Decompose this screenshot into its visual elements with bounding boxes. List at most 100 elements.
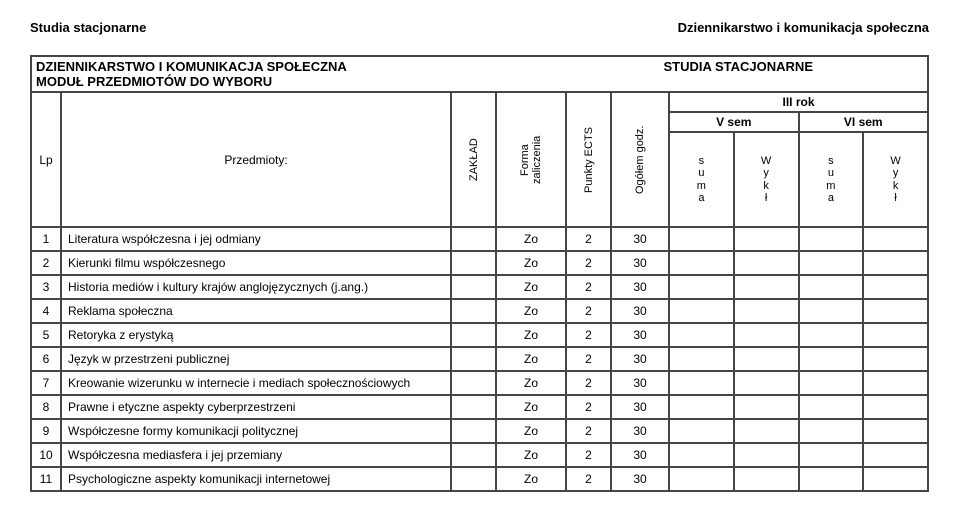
cell-forma: Zo: [496, 467, 566, 491]
cell-forma: Zo: [496, 299, 566, 323]
table-row: 11Psychologiczne aspekty komunikacji int…: [31, 467, 928, 491]
cell-lp: 6: [31, 347, 61, 371]
cell-ects: 2: [566, 251, 611, 275]
cell-forma: Zo: [496, 275, 566, 299]
cell-lp: 7: [31, 371, 61, 395]
cell-forma: Zo: [496, 323, 566, 347]
table-row: 5Retoryka z erystykąZo230: [31, 323, 928, 347]
col-vi-wykl: W y k ł: [863, 132, 928, 227]
cell-subject: Prawne i etyczne aspekty cyberprzestrzen…: [61, 395, 451, 419]
title-sub: MODUŁ PRZEDMIOTÓW DO WYBORU: [36, 74, 923, 89]
cell-lp: 3: [31, 275, 61, 299]
cell-vi-suma: [799, 251, 864, 275]
cell-godz: 30: [611, 395, 669, 419]
table-row: 7Kreowanie wizerunku w internecie i medi…: [31, 371, 928, 395]
cell-vi-suma: [799, 443, 864, 467]
table-row: 1Literatura współczesna i jej odmianyZo2…: [31, 227, 928, 251]
cell-vi-wykl: [863, 419, 928, 443]
cell-lp: 1: [31, 227, 61, 251]
cell-godz: 30: [611, 347, 669, 371]
cell-v-suma: [669, 299, 734, 323]
cell-v-suma: [669, 251, 734, 275]
cell-forma: Zo: [496, 419, 566, 443]
cell-ects: 2: [566, 371, 611, 395]
cell-zaklad: [451, 467, 496, 491]
title-block: DZIENNIKARSTWO I KOMUNIKACJA SPOŁECZNA S…: [30, 55, 929, 91]
col-subject: Przedmioty:: [61, 92, 451, 227]
top-right: Dziennikarstwo i komunikacja społeczna: [678, 20, 929, 35]
cell-godz: 30: [611, 419, 669, 443]
cell-v-wykl: [734, 347, 799, 371]
cell-v-suma: [669, 371, 734, 395]
col-godz: Ogółem godz.: [611, 92, 669, 227]
cell-vi-suma: [799, 227, 864, 251]
col-forma: Forma zaliczenia: [496, 92, 566, 227]
cell-zaklad: [451, 227, 496, 251]
cell-zaklad: [451, 371, 496, 395]
cell-v-wykl: [734, 227, 799, 251]
cell-vi-wykl: [863, 467, 928, 491]
cell-lp: 11: [31, 467, 61, 491]
cell-subject: Współczesna mediasfera i jej przemiany: [61, 443, 451, 467]
table-row: 8Prawne i etyczne aspekty cyberprzestrze…: [31, 395, 928, 419]
cell-vi-wykl: [863, 275, 928, 299]
col-v-wykl: W y k ł: [734, 132, 799, 227]
cell-ects: 2: [566, 395, 611, 419]
cell-zaklad: [451, 251, 496, 275]
cell-forma: Zo: [496, 371, 566, 395]
cell-ects: 2: [566, 443, 611, 467]
cell-ects: 2: [566, 299, 611, 323]
col-zaklad: ZAKŁAD: [451, 92, 496, 227]
col-ects: Punkty ECTS: [566, 92, 611, 227]
cell-vi-suma: [799, 467, 864, 491]
col-lp: Lp: [31, 92, 61, 227]
cell-ects: 2: [566, 419, 611, 443]
cell-godz: 30: [611, 275, 669, 299]
cell-vi-wykl: [863, 299, 928, 323]
cell-v-wykl: [734, 275, 799, 299]
col-vi-suma: s u m a: [799, 132, 864, 227]
title-mode: STUDIA STACJONARNE: [663, 59, 813, 74]
cell-lp: 5: [31, 323, 61, 347]
cell-subject: Retoryka z erystyką: [61, 323, 451, 347]
table-row: 4Reklama społecznaZo230: [31, 299, 928, 323]
cell-zaklad: [451, 299, 496, 323]
col-v-suma: s u m a: [669, 132, 734, 227]
cell-lp: 10: [31, 443, 61, 467]
cell-zaklad: [451, 323, 496, 347]
cell-ects: 2: [566, 347, 611, 371]
cell-godz: 30: [611, 371, 669, 395]
cell-lp: 8: [31, 395, 61, 419]
cell-forma: Zo: [496, 251, 566, 275]
cell-v-wykl: [734, 299, 799, 323]
cell-vi-suma: [799, 371, 864, 395]
cell-godz: 30: [611, 323, 669, 347]
cell-subject: Literatura współczesna i jej odmiany: [61, 227, 451, 251]
cell-vi-suma: [799, 275, 864, 299]
cell-v-suma: [669, 467, 734, 491]
table-body: 1Literatura współczesna i jej odmianyZo2…: [31, 227, 928, 491]
cell-vi-suma: [799, 347, 864, 371]
cell-lp: 2: [31, 251, 61, 275]
cell-godz: 30: [611, 467, 669, 491]
cell-v-wykl: [734, 371, 799, 395]
cell-v-suma: [669, 227, 734, 251]
cell-lp: 9: [31, 419, 61, 443]
title-main: DZIENNIKARSTWO I KOMUNIKACJA SPOŁECZNA: [36, 59, 347, 74]
table-row: 9Współczesne formy komunikacji polityczn…: [31, 419, 928, 443]
cell-vi-wykl: [863, 251, 928, 275]
col-sem-v: V sem: [669, 112, 799, 132]
col-sem-vi: VI sem: [799, 112, 929, 132]
cell-subject: Język w przestrzeni publicznej: [61, 347, 451, 371]
table-row: 3Historia mediów i kultury krajów angloj…: [31, 275, 928, 299]
cell-godz: 30: [611, 443, 669, 467]
cell-vi-wykl: [863, 227, 928, 251]
cell-zaklad: [451, 419, 496, 443]
cell-zaklad: [451, 395, 496, 419]
cell-vi-suma: [799, 299, 864, 323]
curriculum-table: Lp Przedmioty: ZAKŁAD Forma zaliczenia P…: [30, 91, 929, 492]
cell-v-suma: [669, 323, 734, 347]
cell-ects: 2: [566, 227, 611, 251]
cell-forma: Zo: [496, 443, 566, 467]
cell-forma: Zo: [496, 347, 566, 371]
